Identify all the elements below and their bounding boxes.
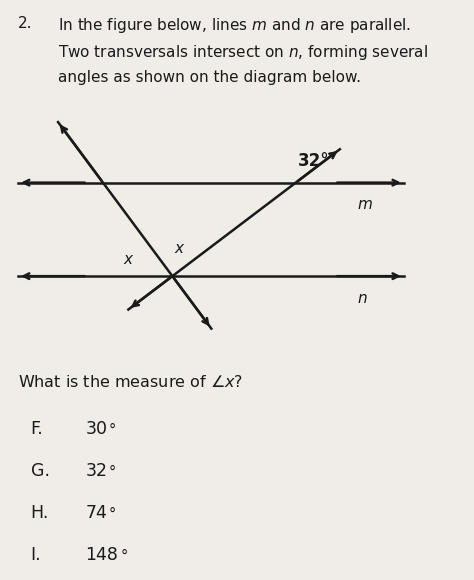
Text: $x$: $x$	[174, 241, 186, 256]
Text: 30: 30	[85, 420, 107, 438]
Text: °: °	[120, 549, 128, 564]
Text: G.: G.	[31, 462, 50, 480]
Text: angles as shown on the diagram below.: angles as shown on the diagram below.	[58, 70, 361, 85]
Text: $m$: $m$	[357, 197, 373, 212]
Text: What is the measure of $\angle x$?: What is the measure of $\angle x$?	[18, 374, 243, 390]
Text: Two transversals intersect on $n$, forming several: Two transversals intersect on $n$, formi…	[58, 43, 428, 62]
Text: °: °	[109, 423, 116, 438]
Text: 148: 148	[85, 546, 118, 564]
Text: H.: H.	[31, 504, 49, 522]
Text: °: °	[109, 507, 116, 522]
Text: F.: F.	[31, 420, 44, 438]
Text: I.: I.	[31, 546, 41, 564]
Text: 32°: 32°	[298, 152, 329, 170]
Text: In the figure below, lines $m$ and $n$ are parallel.: In the figure below, lines $m$ and $n$ a…	[58, 16, 411, 35]
Text: 2.: 2.	[18, 16, 33, 31]
Text: 74: 74	[85, 504, 107, 522]
Text: 32: 32	[85, 462, 107, 480]
Text: $x$: $x$	[123, 252, 135, 267]
Text: $n$: $n$	[357, 291, 368, 306]
Text: °: °	[109, 465, 116, 480]
